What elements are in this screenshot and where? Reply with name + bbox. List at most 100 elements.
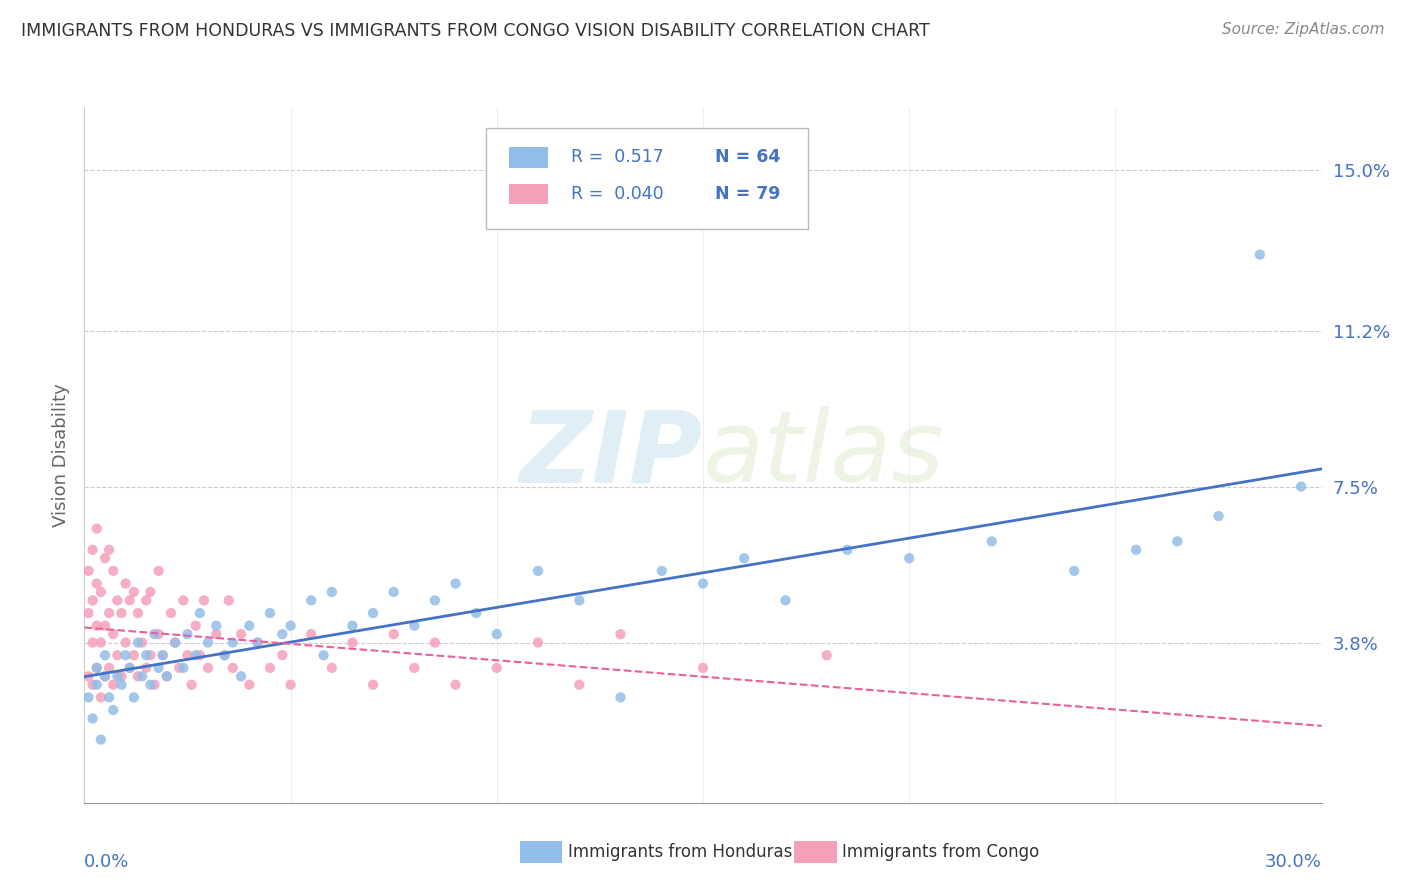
Point [127, 635, 149, 649]
Point [1249, 247, 1271, 261]
Point [98, 690, 121, 705]
Point [94, 669, 117, 683]
Point [103, 678, 125, 692]
Point [271, 648, 294, 663]
Point [280, 678, 302, 692]
Point [143, 627, 166, 641]
Point [94, 618, 117, 632]
Point [103, 564, 125, 578]
Point [485, 661, 508, 675]
Point [214, 648, 236, 663]
Point [1125, 542, 1147, 557]
Point [82, 542, 104, 557]
Point [568, 678, 591, 692]
Point [105, 669, 128, 683]
Text: 0.0%: 0.0% [84, 854, 129, 871]
Point [444, 678, 467, 692]
Point [122, 648, 145, 663]
Point [382, 585, 405, 599]
Point [527, 564, 550, 578]
Point [197, 635, 219, 649]
Point [361, 678, 384, 692]
Point [361, 606, 384, 620]
Point [122, 690, 145, 705]
Point [404, 618, 426, 632]
Text: R =  0.517: R = 0.517 [571, 148, 664, 166]
Point [90, 585, 112, 599]
Point [193, 593, 215, 607]
Point [176, 648, 198, 663]
Point [651, 564, 673, 578]
Point [114, 576, 136, 591]
Point [114, 635, 136, 649]
Point [90, 635, 112, 649]
Point [188, 606, 211, 620]
Point [815, 648, 838, 663]
Point [609, 627, 631, 641]
Point [222, 635, 245, 649]
Point [77, 564, 100, 578]
Point [103, 627, 125, 641]
Point [167, 661, 190, 675]
Point [238, 618, 260, 632]
Point [238, 678, 260, 692]
Point [86, 678, 108, 692]
Point [404, 661, 426, 675]
Text: atlas: atlas [703, 407, 945, 503]
Text: N = 79: N = 79 [716, 185, 780, 203]
Point [152, 648, 174, 663]
Point [135, 648, 157, 663]
Point [527, 635, 550, 649]
Point [160, 606, 183, 620]
Point [152, 648, 174, 663]
Point [312, 648, 335, 663]
Text: 30.0%: 30.0% [1265, 854, 1322, 871]
Point [114, 648, 136, 663]
Point [86, 576, 108, 591]
Point [423, 593, 446, 607]
Point [733, 551, 755, 566]
Point [156, 669, 179, 683]
Point [90, 690, 112, 705]
Text: R =  0.040: R = 0.040 [571, 185, 664, 203]
Point [82, 711, 104, 725]
Point [131, 635, 153, 649]
Point [775, 593, 797, 607]
Point [165, 635, 187, 649]
Point [172, 593, 194, 607]
Point [77, 669, 100, 683]
Point [184, 618, 207, 632]
Point [692, 661, 714, 675]
Point [205, 627, 228, 641]
Point [90, 732, 112, 747]
Point [139, 678, 162, 692]
Point [271, 627, 294, 641]
Point [110, 669, 132, 683]
Point [118, 661, 141, 675]
Point [382, 627, 405, 641]
Point [837, 542, 859, 557]
Point [139, 648, 162, 663]
Point [127, 669, 149, 683]
Text: ZIP: ZIP [520, 407, 703, 503]
Point [229, 669, 252, 683]
Point [118, 661, 141, 675]
Point [98, 661, 121, 675]
Point [143, 678, 166, 692]
Point [82, 593, 104, 607]
Point [1208, 509, 1230, 524]
Point [1166, 534, 1188, 549]
Point [103, 703, 125, 717]
Point [165, 635, 187, 649]
Point [342, 635, 364, 649]
Point [105, 593, 128, 607]
Text: Source: ZipAtlas.com: Source: ZipAtlas.com [1222, 22, 1385, 37]
Point [110, 606, 132, 620]
Point [180, 678, 202, 692]
Point [259, 606, 281, 620]
Point [299, 627, 322, 641]
Point [423, 635, 446, 649]
Point [205, 618, 228, 632]
Y-axis label: Vision Disability: Vision Disability [52, 383, 70, 527]
Point [86, 661, 108, 675]
